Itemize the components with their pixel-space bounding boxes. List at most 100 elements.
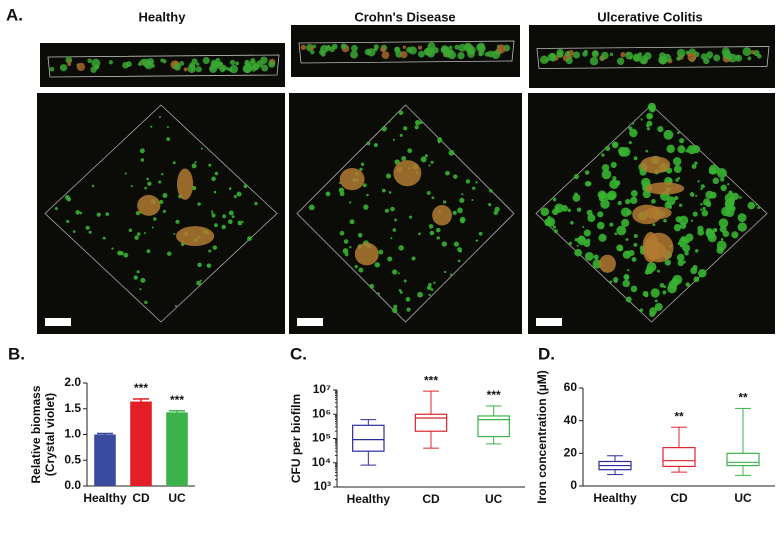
x-tick-label: CD — [422, 492, 440, 506]
cell-blob — [261, 64, 269, 72]
cell-blob — [411, 256, 416, 261]
cell-blob — [359, 167, 363, 172]
x-tick-label: UC — [734, 491, 752, 505]
cell-blob — [720, 238, 724, 241]
cell-blob — [162, 59, 167, 64]
cell-blob — [151, 226, 154, 229]
cell-blob — [682, 244, 691, 253]
cell-blob — [628, 126, 633, 131]
cell-blob — [708, 55, 712, 59]
bar — [94, 434, 116, 486]
panel-label: C. — [290, 344, 307, 363]
cell-blob — [676, 48, 686, 58]
y-tick-label: 10⁵ — [312, 431, 331, 445]
box — [726, 452, 760, 467]
cluster-blob — [640, 156, 671, 174]
cell-blob — [600, 56, 605, 61]
image-box — [47, 54, 280, 78]
cell-blob — [713, 228, 718, 233]
cell-blob — [437, 137, 443, 143]
x-tick-label: Healthy — [593, 491, 637, 505]
cell-blob — [642, 190, 651, 199]
cell-blob — [384, 208, 389, 213]
cell-blob — [601, 164, 610, 172]
y-tick-label: 0.5 — [64, 452, 81, 466]
cell-blob — [158, 180, 162, 184]
cell-blob — [191, 58, 198, 65]
cell-blob — [321, 52, 326, 57]
cell-blob — [191, 185, 197, 191]
significance: *** — [134, 381, 148, 395]
cell-blob — [552, 225, 556, 229]
cell-blob — [576, 244, 579, 247]
cell-blob — [222, 214, 227, 219]
cell-blob — [172, 161, 176, 165]
cell-blob — [405, 296, 411, 302]
y-tick-label: 20 — [564, 446, 578, 460]
cell-blob — [174, 304, 177, 308]
box — [662, 447, 696, 468]
cell-blob — [417, 291, 424, 298]
cell-blob — [426, 49, 436, 58]
cell-blob — [682, 260, 686, 264]
cell-blob — [111, 247, 114, 250]
cell-blob — [703, 57, 710, 65]
image-box — [296, 104, 515, 323]
cell-blob — [684, 251, 689, 256]
cell-blob — [414, 125, 419, 130]
cell-blob — [452, 174, 458, 179]
cell-blob — [394, 46, 401, 53]
cell-blob — [138, 62, 142, 66]
cell-blob — [247, 236, 252, 241]
cell-blob — [582, 225, 585, 228]
cell-blob — [630, 285, 638, 293]
cell-blob — [402, 45, 407, 49]
panel-label: B. — [8, 344, 25, 363]
image-box — [298, 40, 515, 64]
cell-blob — [211, 176, 216, 182]
cell-blob — [757, 206, 760, 210]
cell-blob — [612, 176, 617, 181]
cell-blob — [366, 141, 371, 146]
cell-blob — [466, 46, 475, 55]
cell-blob — [428, 293, 431, 297]
cell-blob — [403, 279, 407, 283]
cell-blob — [66, 197, 71, 202]
cell-blob — [72, 230, 76, 233]
cell-blob — [572, 51, 581, 59]
cell-blob — [135, 210, 141, 216]
cell-blob — [675, 178, 679, 182]
cell-blob — [654, 299, 658, 303]
cell-blob — [642, 290, 649, 297]
cell-blob — [556, 207, 560, 211]
cell-blob — [706, 228, 710, 232]
cell-blob — [377, 292, 380, 296]
cell-blob — [429, 230, 435, 236]
cell-blob — [633, 156, 638, 161]
cell-blob — [67, 59, 72, 63]
cell-blob — [584, 170, 590, 175]
cell-blob — [540, 207, 550, 217]
cell-blob — [631, 122, 635, 125]
cell-blob — [199, 279, 202, 282]
y-tick-label: 60 — [564, 380, 578, 394]
cell-blob — [496, 44, 506, 54]
cell-blob — [724, 193, 735, 203]
cell-blob — [609, 179, 619, 190]
cell-blob — [415, 119, 421, 126]
cell-blob — [645, 149, 649, 153]
cell-blob — [144, 186, 147, 190]
y-axis-label: Relative biomass — [29, 385, 43, 483]
cell-blob — [191, 163, 197, 169]
cell-blob — [620, 146, 631, 157]
cell-blob — [350, 50, 359, 59]
cell-blob — [472, 186, 476, 190]
y-tick-label: 0.0 — [64, 478, 81, 492]
x-tick-label: UC — [485, 492, 503, 506]
cell-blob — [233, 195, 237, 199]
cell-blob — [457, 207, 463, 214]
cell-blob — [626, 51, 630, 55]
cell-blob — [236, 191, 242, 197]
cell-blob — [403, 126, 408, 131]
cell-blob — [159, 199, 164, 205]
